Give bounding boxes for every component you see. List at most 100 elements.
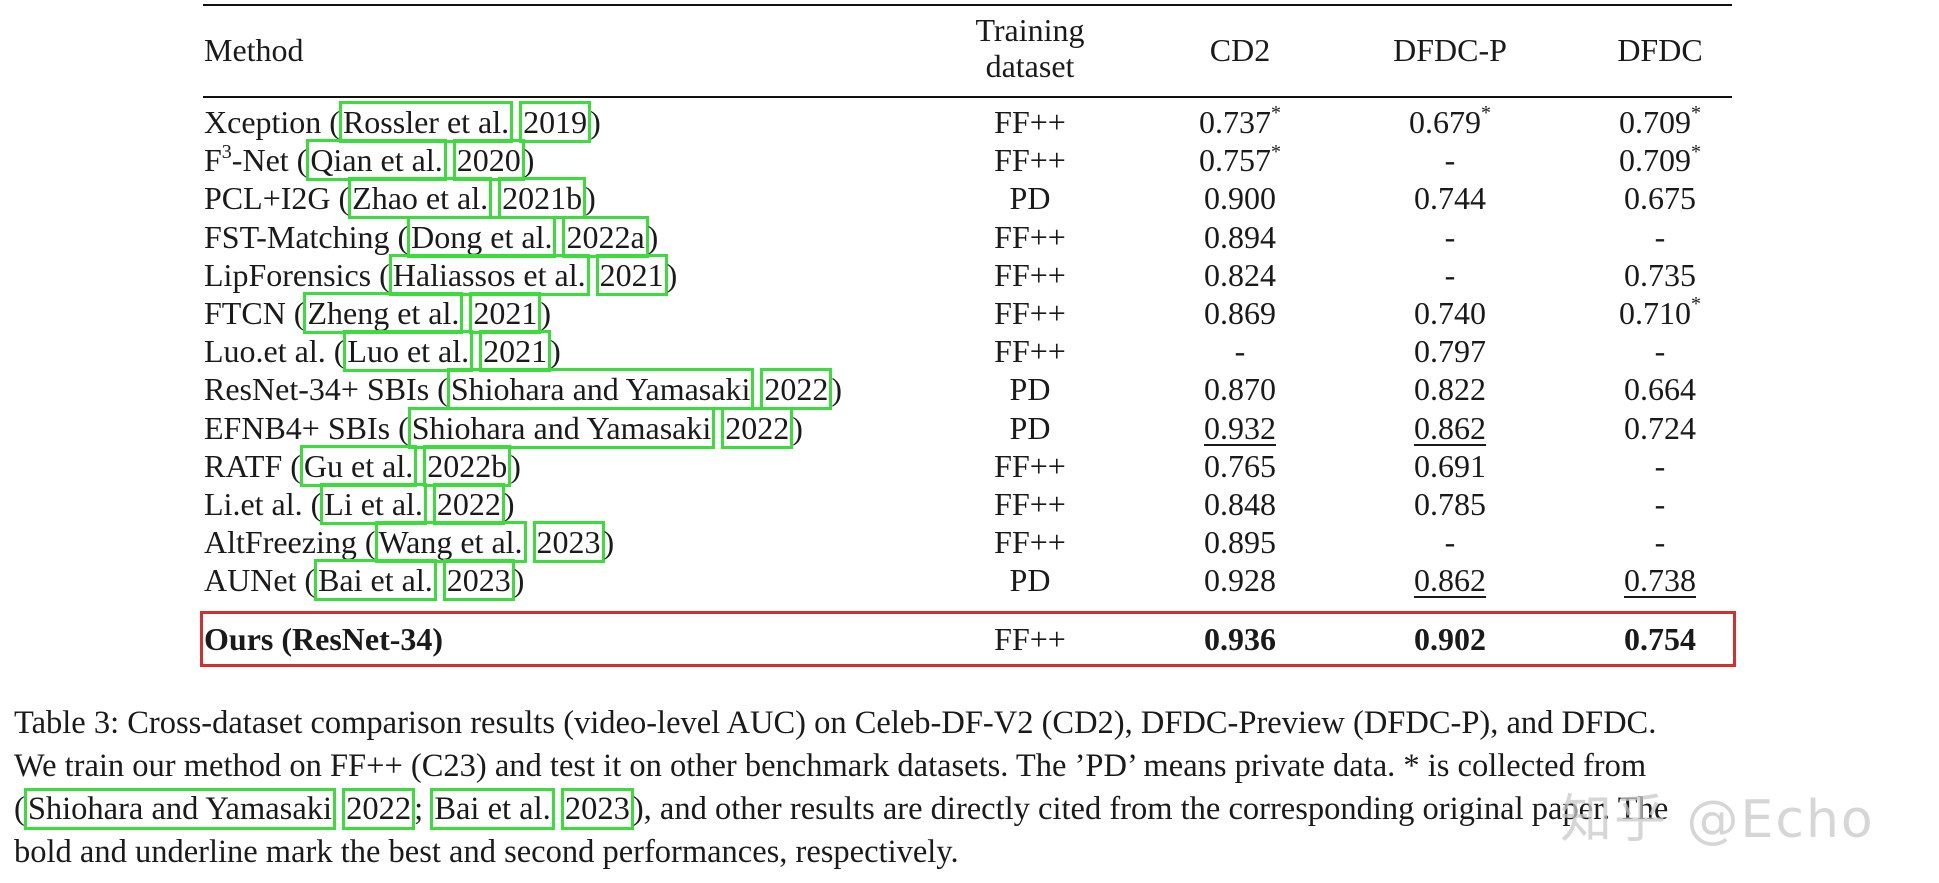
table-row: ResNet-34+ SBIs (Shiohara and Yamasaki 2…	[0, 368, 1939, 411]
method-name: Li.et al. (	[204, 486, 322, 522]
citation-year-link[interactable]: 2022	[760, 368, 833, 411]
cd2-cell: 0.757*	[1140, 141, 1340, 179]
ours-method: Ours (ResNet-34)	[204, 621, 444, 657]
table-row: AltFreezing (Wang et al. 2023) FF++ 0.895 -…	[0, 521, 1939, 564]
cd2-value: 0.765	[1204, 447, 1276, 484]
training-dataset-cell: PD	[1009, 562, 1051, 599]
ours-dfdc-p: 0.902	[1414, 621, 1486, 657]
dfdcp-cell: -	[1350, 141, 1550, 179]
dfdc-value: 0.738	[1624, 562, 1696, 599]
citation-year-link[interactable]: 2023	[532, 521, 605, 564]
table-row: PCL+I2G (Zhao et al. 2021b) PD 0.900 0.744 0…	[0, 177, 1939, 220]
citation-year-link[interactable]: 2021	[595, 253, 668, 296]
method-cell: F3-Net (Qian et al. 2020)	[204, 139, 534, 182]
dfdc-cell: 0.709*	[1560, 141, 1760, 179]
method-cell: RATF (Gu et al. 2022b)	[204, 444, 521, 487]
citation-link[interactable]: Gu et al.	[299, 444, 418, 487]
caption-citation-link[interactable]: Bai et al.	[430, 788, 555, 830]
citation-link[interactable]: Wang et al.	[374, 521, 527, 564]
citation-link[interactable]: Rossler et al.	[338, 101, 514, 143]
citation-link[interactable]: Luo et al.	[343, 330, 474, 373]
method-close-paren: )	[647, 218, 659, 255]
ours-training: FF++	[994, 621, 1066, 657]
dfdc-cell: 0.675	[1560, 179, 1760, 217]
method-cell: ResNet-34+ SBIs (Shiohara and Yamasaki 2…	[204, 368, 842, 411]
citation-year-link[interactable]: 2022b	[423, 444, 512, 487]
dfdc-asterisk: *	[1691, 293, 1701, 316]
citation-year-link[interactable]: 2021	[479, 330, 552, 373]
dfdc-cell: 0.724	[1560, 409, 1760, 447]
training-dataset-cell: FF++	[994, 333, 1066, 370]
caption-citation-link[interactable]: Shiohara and Yamasaki	[23, 788, 337, 830]
method-close-paren: )	[550, 333, 561, 370]
dfdcp-cell: 0.797	[1350, 332, 1550, 370]
training-dataset-cell: FF++	[994, 104, 1066, 140]
dfdcp-cell: 0.691	[1350, 447, 1550, 485]
method-cell: FST-Matching (Dong et al. 2022a)	[204, 215, 659, 258]
method-name: -Net (	[231, 142, 308, 179]
method-cell: Luo.et al. (Luo et al. 2021)	[204, 330, 561, 373]
citation-link[interactable]: Shiohara and Yamasaki	[446, 368, 755, 411]
citation-link[interactable]: Shiohara and Yamasaki	[407, 406, 716, 449]
citation-year-link[interactable]: 2019	[519, 101, 592, 143]
dfdc-value: 0.664	[1624, 371, 1696, 408]
method-close-paren: )	[510, 447, 521, 484]
dfdc-cell: -	[1560, 523, 1760, 561]
table-top-rule	[203, 4, 1732, 6]
training-dataset-cell: FF++	[994, 524, 1066, 561]
cd2-value: 0.870	[1204, 371, 1276, 408]
method-close-paren: )	[513, 562, 525, 599]
dfdc-cell: -	[1560, 485, 1760, 523]
citation-year-link[interactable]: 2021	[469, 292, 542, 334]
dfdc-cell: -	[1560, 332, 1760, 370]
method-name: LipForensics (	[204, 256, 390, 293]
dfdc-cell: 0.710*	[1560, 294, 1760, 332]
dfdcp-cell: 0.679*	[1350, 103, 1550, 141]
citation-link[interactable]: Zheng et al.	[303, 292, 464, 334]
caption-line-2: We train our method on FF++ (C23) and te…	[14, 748, 1647, 784]
cd2-value: 0.848	[1204, 486, 1276, 522]
dfdcp-cell: 0.785	[1350, 485, 1550, 523]
dfdc-value: -	[1654, 524, 1666, 561]
training-dataset-cell: FF++	[994, 256, 1066, 293]
training-dataset-cell: FF++	[994, 295, 1066, 331]
table-row: RATF (Gu et al. 2022b) FF++ 0.765 0.691 -	[0, 444, 1939, 487]
citation-link[interactable]: Dong et al.	[407, 215, 557, 258]
caption-citation-year-link[interactable]: 2022	[342, 788, 416, 830]
dfdcp-value: 0.822	[1414, 371, 1486, 408]
cd2-cell: 0.737*	[1140, 103, 1340, 141]
citation-year-link[interactable]: 2022a	[562, 215, 649, 258]
dfdcp-asterisk: *	[1481, 102, 1491, 125]
method-cell: Xception (Rossler et al. 2019)	[204, 101, 601, 143]
citation-link[interactable]: Qian et al.	[306, 139, 447, 182]
citation-year-link[interactable]: 2021b	[498, 177, 587, 220]
citation-year-link[interactable]: 2020	[452, 139, 525, 182]
header-cd2: CD2	[1209, 32, 1271, 68]
method-name: RATF (	[204, 447, 301, 484]
citation-link[interactable]: Zhao et al.	[348, 177, 493, 220]
method-name-prefix: F	[204, 142, 222, 179]
cd2-cell: 0.848	[1140, 485, 1340, 523]
dfdc-value: -	[1654, 218, 1666, 255]
cd2-value: 0.737	[1199, 104, 1271, 140]
cd2-value: 0.928	[1204, 562, 1276, 599]
citation-link[interactable]: Li et al.	[320, 483, 427, 525]
table-row: FTCN (Zheng et al. 2021) FF++ 0.869 0.740 0.…	[0, 292, 1939, 334]
method-close-paren: )	[792, 409, 803, 446]
cd2-cell: 0.765	[1140, 447, 1340, 485]
citation-year-link[interactable]: 2023	[442, 559, 515, 602]
caption-rest: ), and other results are directly cited …	[632, 791, 1669, 827]
citation-link[interactable]: Haliassos et al.	[388, 253, 590, 296]
table-row: F3-Net (Qian et al. 2020) FF++ 0.757* -0.70…	[0, 139, 1939, 182]
table-row: Luo.et al. (Luo et al. 2021) FF++ - 0.797 -	[0, 330, 1939, 373]
citation-year-link[interactable]: 2022	[432, 483, 505, 525]
dfdcp-value: 0.797	[1414, 333, 1486, 370]
dfdcp-cell: 0.744	[1350, 179, 1550, 217]
cd2-value: 0.757	[1199, 142, 1271, 179]
citation-year-link[interactable]: 2022	[721, 406, 794, 449]
header-training-line2: dataset	[985, 48, 1075, 84]
caption-citation-year-link[interactable]: 2023	[560, 788, 634, 830]
citation-link[interactable]: Bai et al.	[314, 559, 437, 602]
dfdcp-value: -	[1444, 218, 1456, 255]
dfdcp-cell: 0.862	[1350, 409, 1550, 447]
